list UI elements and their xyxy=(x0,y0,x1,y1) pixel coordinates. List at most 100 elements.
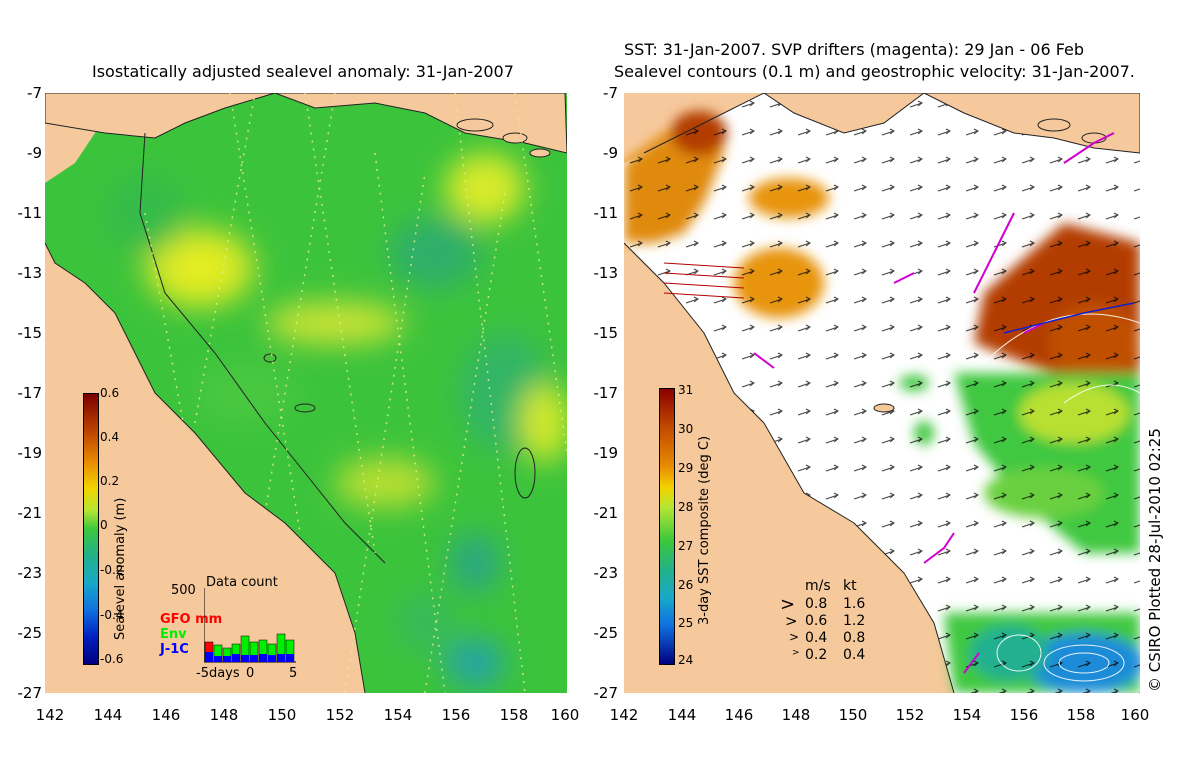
y-tick: -21 xyxy=(593,504,619,522)
altimeter-track-lines xyxy=(663,262,745,299)
y-tick: -7 xyxy=(27,84,42,102)
data-count-max-label: 500 xyxy=(171,583,196,598)
y-tick: -11 xyxy=(593,204,619,222)
y-tick: -25 xyxy=(17,624,43,642)
data-count-title: Data count xyxy=(206,575,278,590)
sealevel-anomaly-map xyxy=(45,93,567,693)
colorbar-tick: 26 xyxy=(678,578,694,592)
velocity-row-kt: 0.8 xyxy=(843,630,866,646)
y-tick: -11 xyxy=(17,204,43,222)
island xyxy=(529,148,551,158)
x-tick: 142 xyxy=(35,706,65,724)
island xyxy=(294,403,316,413)
colorbar-tick: -0.4 xyxy=(100,608,124,622)
papua-new-guinea-land xyxy=(45,93,567,154)
x-tick: 154 xyxy=(383,706,413,724)
csiro-credit: © CSIRO Plotted 28-Jul-2010 02:25 xyxy=(1146,428,1164,692)
altimeter-tracks xyxy=(144,93,567,693)
x-tick: 156 xyxy=(441,706,471,724)
y-tick: -15 xyxy=(17,324,43,342)
sealevel-anomaly-field xyxy=(45,93,567,693)
colorbar-tick: -0.2 xyxy=(100,563,124,577)
y-tick: -15 xyxy=(593,324,619,342)
legend-gfo: GFO mm xyxy=(160,612,223,627)
velocity-arrow-icon: > xyxy=(792,648,800,658)
velocity-arrow-icon: > xyxy=(785,612,798,630)
x-tick: 160 xyxy=(1120,706,1150,724)
velocity-row-ms: 0.4 xyxy=(805,630,828,646)
island xyxy=(263,353,277,363)
left-map-title: Isostatically adjusted sealevel anomaly:… xyxy=(92,62,514,81)
velocity-row-kt: 1.6 xyxy=(843,596,866,612)
x-tick: 142 xyxy=(609,706,639,724)
y-tick: -9 xyxy=(603,144,618,162)
geostrophic-velocity-arrows xyxy=(624,93,1140,693)
colorbar-tick: 0.6 xyxy=(100,386,120,400)
y-tick: -17 xyxy=(17,384,43,402)
velocity-legend-header-kt: kt xyxy=(843,578,857,594)
x-tick: 146 xyxy=(151,706,181,724)
data-count-histogram xyxy=(204,588,296,663)
y-tick: -23 xyxy=(17,564,43,582)
island xyxy=(514,447,536,499)
y-tick: -7 xyxy=(603,84,618,102)
colorbar-tick: 30 xyxy=(678,422,694,436)
x-tick: 156 xyxy=(1009,706,1039,724)
velocity-arrow-icon: > xyxy=(780,594,796,615)
colorbar-tick: 31 xyxy=(678,383,694,397)
y-tick: -27 xyxy=(17,684,43,702)
x-tick: 148 xyxy=(209,706,239,724)
x-tick: 150 xyxy=(267,706,297,724)
colorbar-tick: 29 xyxy=(678,461,694,475)
island xyxy=(502,132,528,144)
velocity-row-kt: 0.4 xyxy=(843,647,866,663)
histogram-bars xyxy=(204,633,295,663)
x-tick: 144 xyxy=(93,706,123,724)
x-tick: 152 xyxy=(325,706,355,724)
x-tick: 150 xyxy=(838,706,868,724)
sealevel-contours xyxy=(983,313,1140,682)
histogram-x-label-end: 5 xyxy=(289,666,298,681)
y-tick: -19 xyxy=(593,444,619,462)
velocity-row-kt: 1.2 xyxy=(843,613,866,629)
histogram-x-label-start: -5days xyxy=(196,666,240,681)
sst-field xyxy=(624,93,1140,693)
histogram-x-label-zero: 0 xyxy=(246,666,255,681)
velocity-arrow-icon: > xyxy=(789,630,800,644)
x-tick: 152 xyxy=(895,706,925,724)
x-tick: 146 xyxy=(724,706,754,724)
right-map-title-line2: Sealevel contours (0.1 m) and geostrophi… xyxy=(614,62,1135,81)
x-tick: 158 xyxy=(1066,706,1096,724)
y-tick: -25 xyxy=(593,624,619,642)
sst-colorbar xyxy=(659,388,675,665)
x-tick: 148 xyxy=(781,706,811,724)
velocity-row-ms: 0.8 xyxy=(805,596,828,612)
png-peninsula xyxy=(45,93,276,139)
y-tick: -23 xyxy=(593,564,619,582)
colorbar-tick: -0.6 xyxy=(100,652,124,666)
coastline xyxy=(624,242,955,693)
island xyxy=(873,403,895,413)
shelf-contour xyxy=(139,132,386,564)
legend-env: Env xyxy=(160,627,187,642)
island xyxy=(1037,118,1071,132)
colorbar-tick: 28 xyxy=(678,500,694,514)
legend-j1c: J-1C xyxy=(160,642,189,657)
y-tick: -13 xyxy=(593,264,619,282)
colorbar-tick: 0 xyxy=(100,518,108,532)
velocity-row-ms: 0.2 xyxy=(805,647,828,663)
velocity-row-ms: 0.6 xyxy=(805,613,828,629)
x-tick: 154 xyxy=(952,706,982,724)
x-tick: 160 xyxy=(550,706,580,724)
y-tick: -9 xyxy=(27,144,42,162)
colorbar-tick: 27 xyxy=(678,539,694,553)
x-tick: 144 xyxy=(667,706,697,724)
right-map-title-line1: SST: 31-Jan-2007. SVP drifters (magenta)… xyxy=(624,40,1085,59)
colorbar-tick: 0.4 xyxy=(100,430,120,444)
velocity-legend-header-ms: m/s xyxy=(805,578,831,594)
svp-drifter-tracks xyxy=(753,132,1115,674)
x-tick: 158 xyxy=(499,706,529,724)
y-tick: -27 xyxy=(593,684,619,702)
colorbar-tick: 0.2 xyxy=(100,474,120,488)
island xyxy=(456,118,494,132)
